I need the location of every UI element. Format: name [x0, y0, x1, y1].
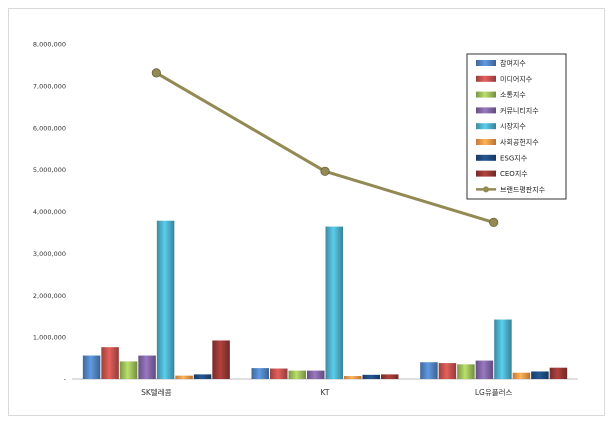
y-tick-label: 1,000,000 [33, 334, 66, 342]
bar [193, 374, 212, 379]
brand-index-line [155, 71, 495, 224]
legend-swatch [476, 154, 496, 161]
bar [270, 368, 288, 379]
bar [175, 375, 193, 379]
bar [212, 340, 230, 379]
bar [475, 360, 494, 379]
legend-entry: 미디어지수 [500, 74, 533, 83]
bar [362, 374, 380, 379]
bar [420, 362, 438, 379]
y-tick-label: 7,000,000 [33, 82, 66, 90]
bar [82, 355, 101, 379]
x-tick-label: KT [321, 388, 330, 397]
bar [156, 220, 175, 379]
bar [251, 368, 269, 379]
x-tick-label: SK텔레콤 [141, 388, 171, 397]
bar [494, 319, 512, 379]
legend-entry: 시장지수 [500, 122, 526, 131]
bar [438, 363, 457, 379]
legend-swatch [476, 170, 496, 177]
bar [457, 364, 475, 379]
bar [138, 355, 156, 379]
y-tick-label: - [64, 376, 67, 384]
bar [512, 372, 531, 379]
legend-entry: 소통지수 [500, 90, 526, 99]
legend-swatch [476, 123, 496, 130]
legend-entry: 참여지수 [500, 59, 526, 68]
legend-entry: CEO지수 [500, 169, 528, 178]
bar [549, 367, 568, 379]
legend-swatch [476, 139, 496, 145]
legend-line-marker [483, 186, 489, 193]
y-tick-label: 5,000,000 [33, 166, 66, 174]
bar [307, 370, 325, 379]
legend-entry: ESG지수 [500, 153, 528, 162]
y-tick-label: 2,000,000 [33, 292, 66, 300]
legend-entry: 브랜드평판지수 [500, 185, 546, 194]
bar [531, 371, 549, 379]
y-tick-label: 6,000,000 [33, 124, 66, 132]
legend-entry: 커뮤니티지수 [500, 106, 539, 115]
brand-index-point [320, 166, 330, 176]
y-tick-label: 8,000,000 [33, 41, 66, 49]
legend-swatch [476, 75, 496, 82]
brand-index-point [151, 68, 161, 78]
bar [119, 361, 138, 379]
y-tick-label: 4,000,000 [33, 208, 66, 216]
bar [344, 376, 362, 379]
bar [381, 374, 399, 379]
legend-swatch [476, 60, 496, 66]
legend-swatch [476, 107, 496, 114]
brand-index-point [489, 217, 499, 227]
x-tick-label: LG유플러스 [475, 388, 513, 397]
legend-entry: 사회공헌지수 [500, 138, 539, 147]
legend-swatch [476, 91, 496, 98]
bar [288, 370, 306, 379]
y-tick-label: 3,000,000 [33, 250, 66, 258]
bar [101, 347, 119, 379]
bar [325, 226, 343, 379]
